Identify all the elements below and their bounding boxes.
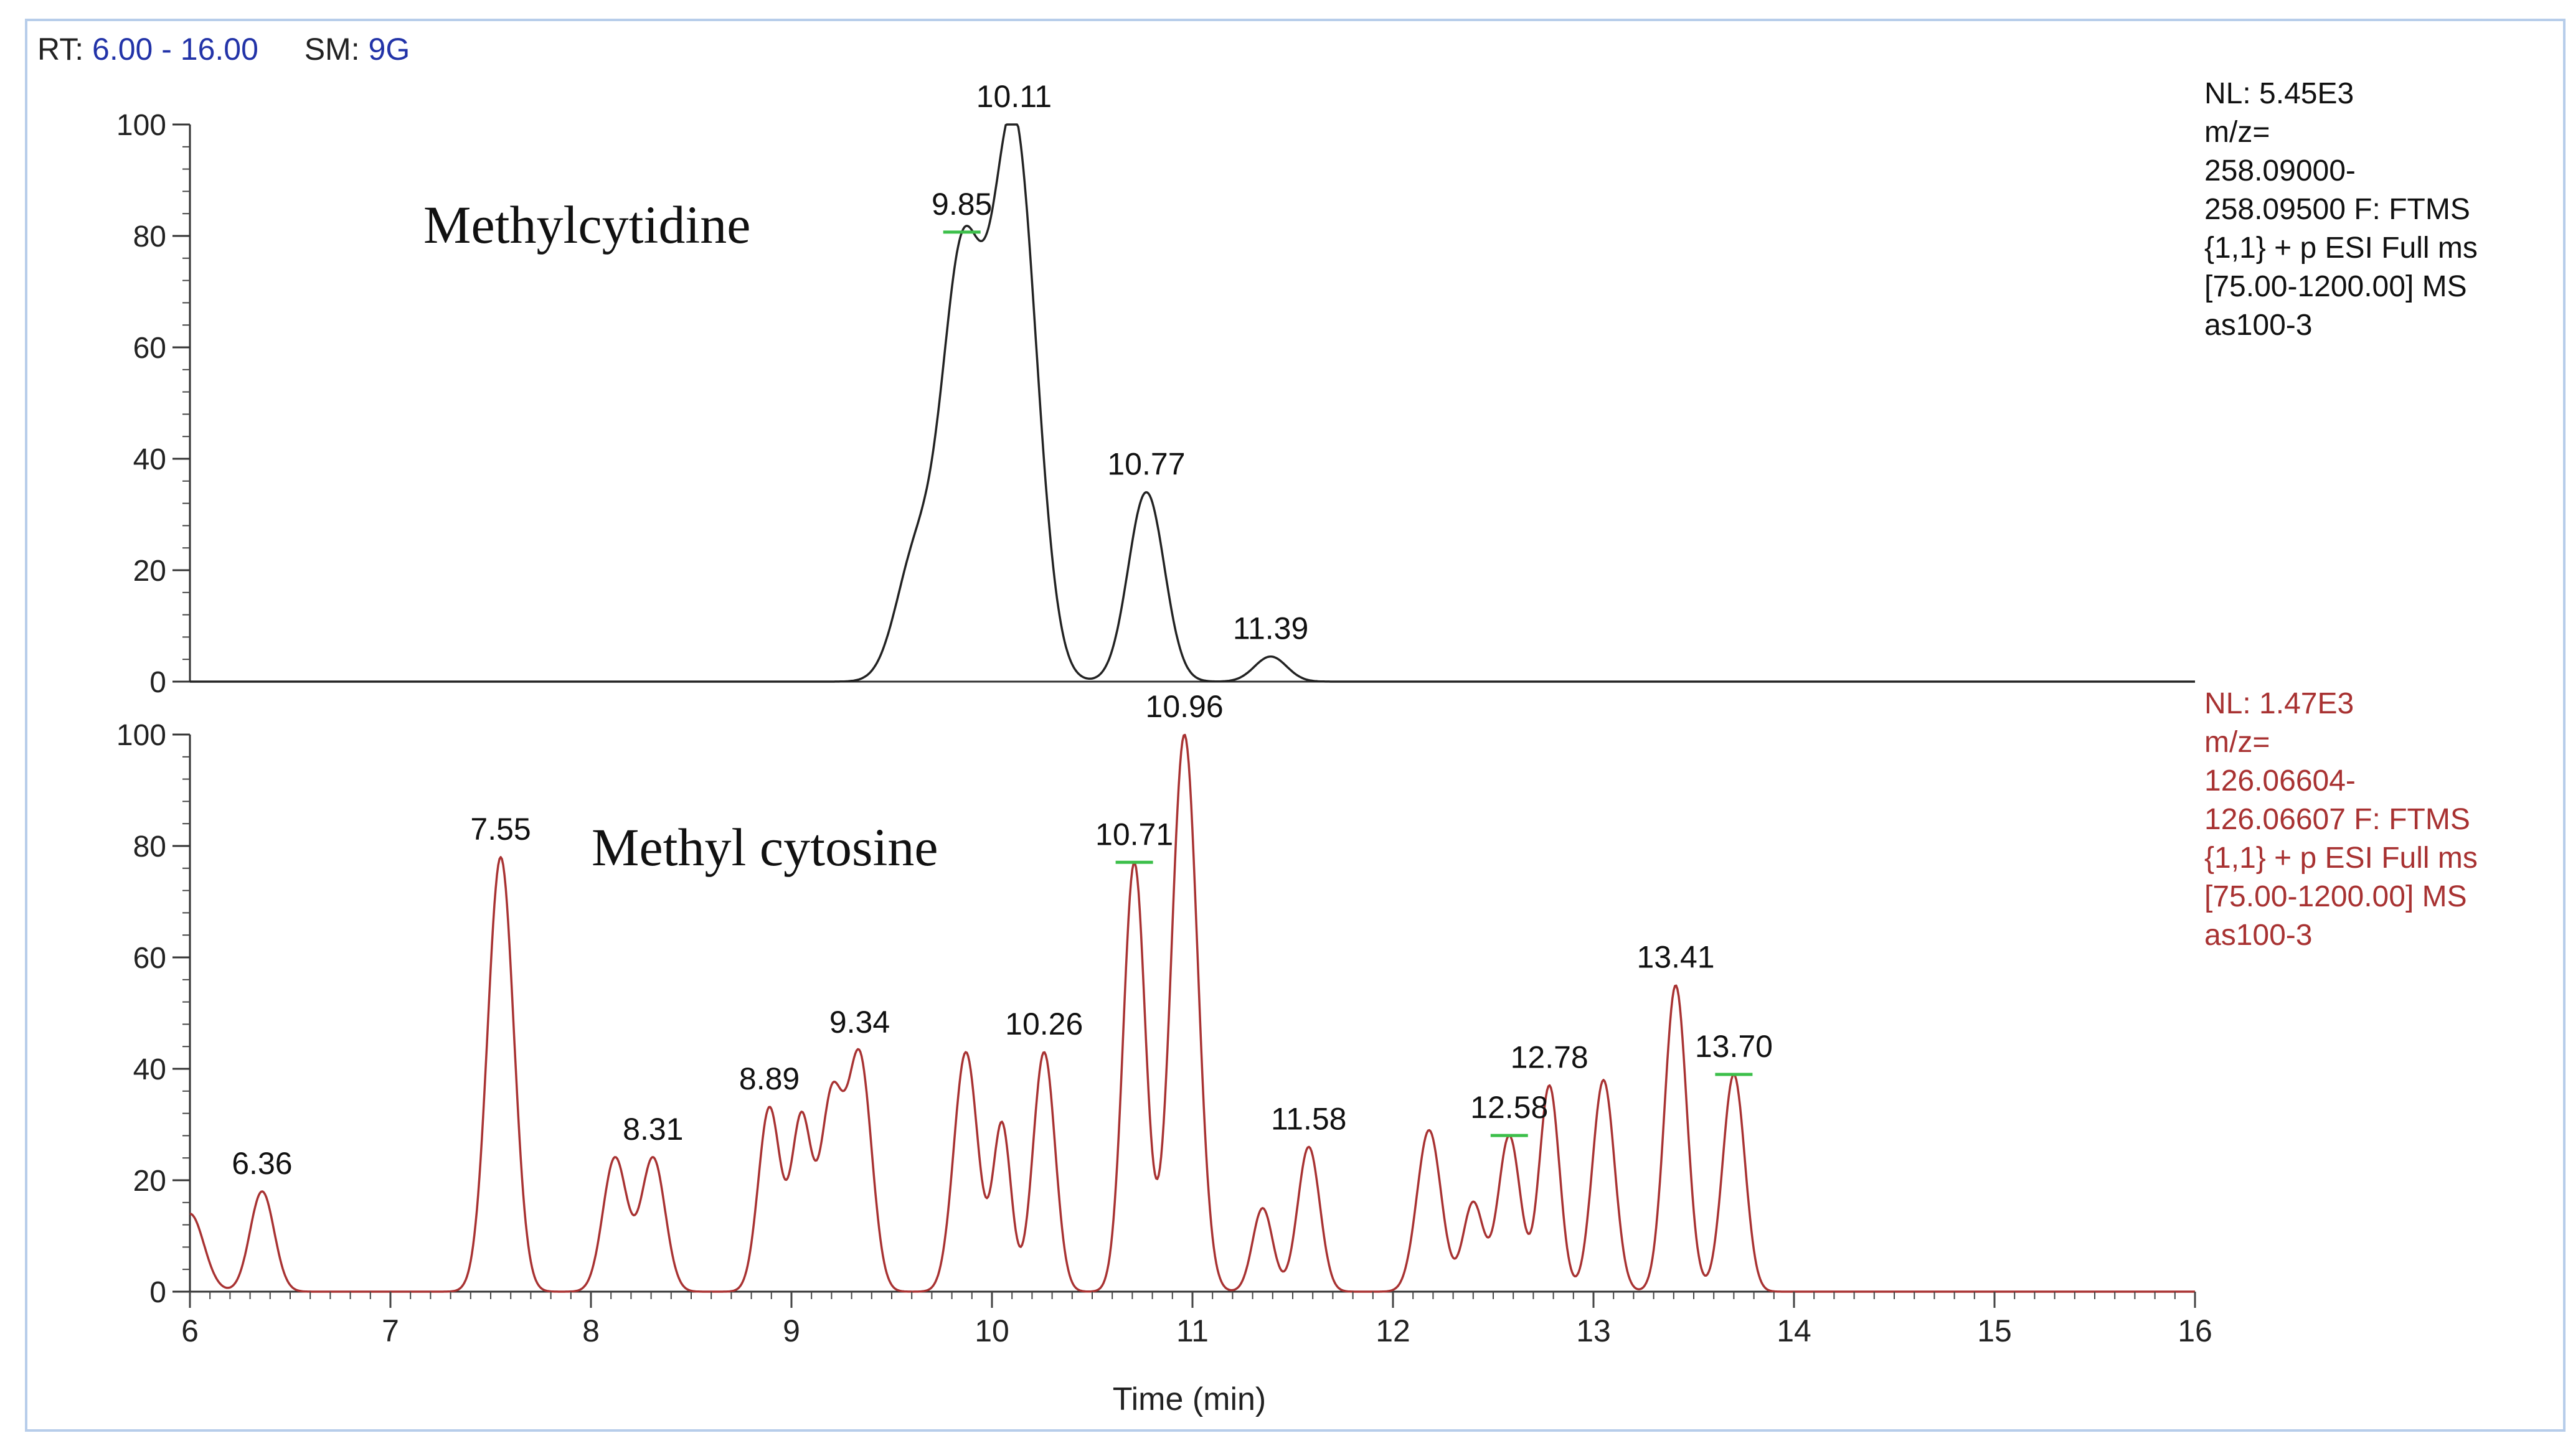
header-bar: RT: 6.00 - 16.00 SM: 9G — [37, 31, 410, 75]
y-tick-label: 80 — [133, 830, 166, 863]
x-axis-label: Time (min) — [1113, 1381, 1267, 1417]
y-tick-label: 40 — [133, 443, 166, 476]
y-tick-label: 20 — [133, 1165, 166, 1198]
x-tick-label: 8 — [582, 1313, 600, 1348]
x-tick-label: 14 — [1777, 1313, 1811, 1348]
peak-label: 7.55 — [470, 812, 531, 847]
peak-label: 8.31 — [623, 1112, 683, 1147]
y-tick-label: 100 — [116, 719, 166, 752]
x-tick-label: 7 — [382, 1313, 399, 1348]
detail-line: as100-3 — [2204, 309, 2313, 342]
peak-label: 13.70 — [1695, 1029, 1773, 1064]
x-tick-label: 13 — [1576, 1313, 1611, 1348]
y-tick-label: 100 — [116, 109, 166, 142]
y-tick-label: 80 — [133, 220, 166, 253]
sm-value: 9G — [368, 32, 410, 67]
peak-label: 11.39 — [1233, 611, 1308, 646]
peak-label: 10.96 — [1146, 689, 1224, 724]
y-tick-label: 0 — [149, 1276, 166, 1309]
rt-value: 6.00 - 16.00 — [92, 32, 258, 67]
x-tick-label: 15 — [1977, 1313, 2012, 1348]
x-tick-label: 9 — [783, 1313, 800, 1348]
peak-label: 6.36 — [232, 1146, 292, 1181]
x-tick-label: 6 — [181, 1313, 199, 1348]
detail-line: m/z= — [2204, 116, 2270, 149]
peak-label: 8.89 — [739, 1061, 800, 1096]
x-tick-label: 11 — [1176, 1313, 1209, 1348]
detail-line: as100-3 — [2204, 919, 2313, 952]
panel-info-top: NL: 5.45E3 m/z= 258.09000- 258.09500 F: … — [2204, 75, 2566, 345]
peak-label: 10.71 — [1095, 817, 1173, 852]
x-tick-label: 12 — [1376, 1313, 1410, 1348]
detail-line: 258.09000- — [2204, 154, 2356, 187]
nl-value: NL: 1.47E3 — [2204, 687, 2354, 720]
x-tick-label: 10 — [975, 1313, 1009, 1348]
peak-label: 12.78 — [1511, 1040, 1588, 1075]
peak-label: 10.77 — [1107, 447, 1185, 482]
detail-line: {1,1} + p ESI Full ms — [2204, 842, 2478, 875]
sm-label: SM: — [304, 32, 360, 67]
compound-annotation: Methyl cytosine — [592, 817, 938, 877]
y-tick-label: 60 — [133, 942, 166, 975]
panel-info-bottom: NL: 1.47E3 m/z= 126.06604- 126.06607 F: … — [2204, 685, 2566, 955]
detail-line: [75.00-1200.00] MS — [2204, 880, 2467, 913]
y-tick-label: 40 — [133, 1053, 166, 1086]
peak-label: 13.41 — [1636, 940, 1714, 975]
y-tick-label: 20 — [133, 555, 166, 588]
compound-annotation: Methylcytidine — [423, 195, 750, 255]
peak-label: 10.11 — [976, 79, 1052, 114]
detail-line: 126.06604- — [2204, 764, 2356, 797]
peak-label: 12.58 — [1470, 1090, 1548, 1125]
rt-label: RT: — [37, 32, 84, 67]
detail-line: {1,1} + p ESI Full ms — [2204, 232, 2478, 265]
nl-value: NL: 5.45E3 — [2204, 77, 2354, 110]
detail-line: 258.09500 F: FTMS — [2204, 193, 2470, 226]
y-tick-label: 0 — [149, 666, 166, 699]
chromatogram-trace — [190, 123, 2195, 683]
detail-line: [75.00-1200.00] MS — [2204, 270, 2467, 303]
peak-label: 9.34 — [829, 1005, 890, 1040]
peak-label: 10.26 — [1005, 1007, 1083, 1041]
y-tick-label: 60 — [133, 332, 166, 365]
peak-label: 11.58 — [1271, 1101, 1346, 1136]
x-tick-label: 16 — [2178, 1313, 2212, 1348]
detail-line: m/z= — [2204, 726, 2270, 759]
chromatogram-frame — [25, 19, 2566, 1432]
chromatogram-trace — [189, 733, 2195, 1293]
peak-label: 9.85 — [932, 187, 992, 222]
detail-line: 126.06607 F: FTMS — [2204, 803, 2470, 836]
